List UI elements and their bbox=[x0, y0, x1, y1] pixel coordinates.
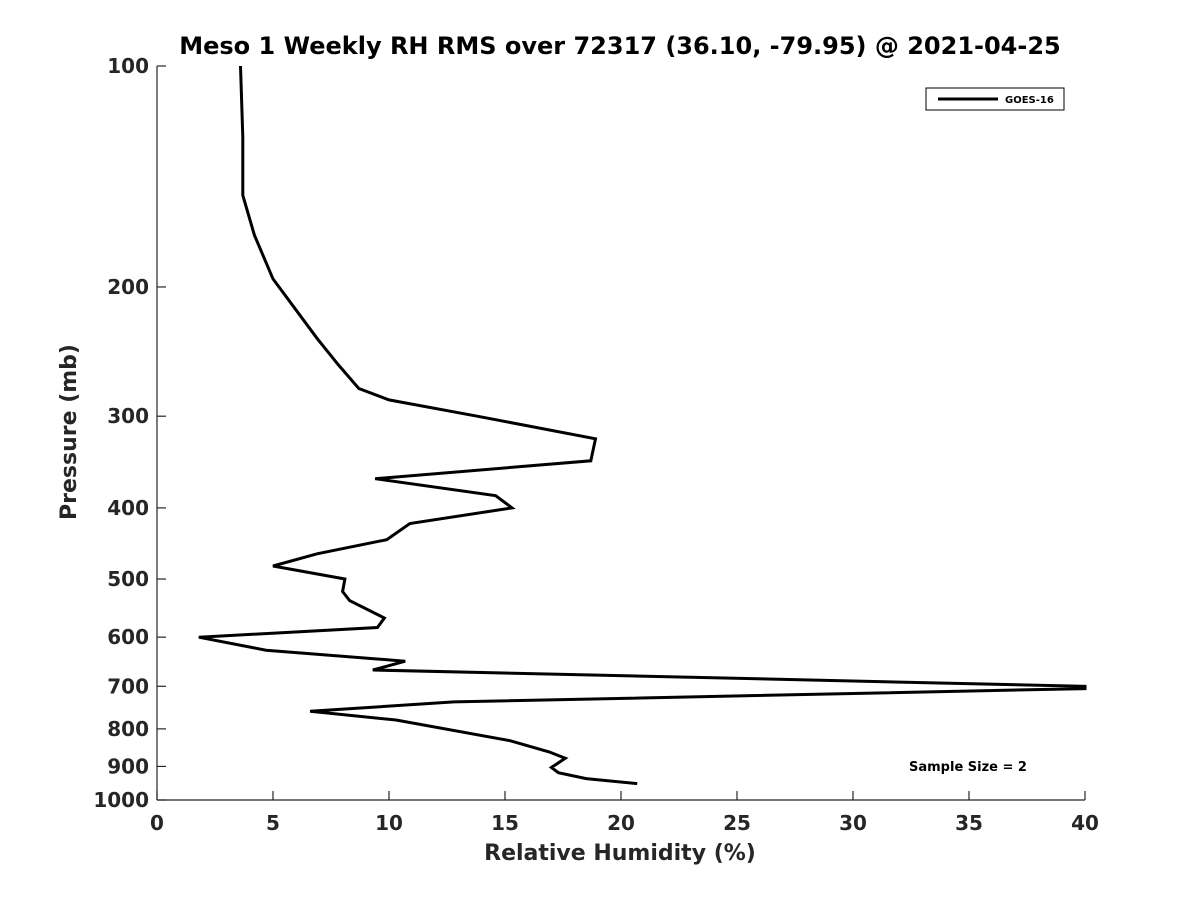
series-group bbox=[198, 65, 1087, 786]
y-tick-label: 100 bbox=[107, 54, 149, 78]
x-axis: 0 5 10 15 20 25 30 35 40 bbox=[150, 791, 1099, 835]
y-tick-label: 600 bbox=[107, 625, 149, 649]
y-tick-label: 800 bbox=[107, 717, 149, 741]
x-tick-label: 35 bbox=[955, 811, 983, 835]
x-tick-label: 30 bbox=[839, 811, 867, 835]
y-tick-label: 1000 bbox=[93, 788, 149, 812]
chart-title: Meso 1 Weekly RH RMS over 72317 (36.10, … bbox=[179, 32, 1061, 60]
x-axis-label: Relative Humidity (%) bbox=[484, 841, 756, 866]
y-tick-label: 900 bbox=[107, 754, 149, 778]
x-tick-label: 15 bbox=[491, 811, 519, 835]
y-tick-label: 400 bbox=[107, 496, 149, 520]
y-tick-label: 200 bbox=[107, 275, 149, 299]
x-tick-label: 0 bbox=[150, 811, 164, 835]
plot-area bbox=[156, 66, 1085, 801]
y-tick-label: 700 bbox=[107, 674, 149, 698]
x-tick-label: 25 bbox=[723, 811, 751, 835]
y-axis: 100 200 300 400 500 600 700 800 900 1000 bbox=[93, 54, 166, 812]
x-tick-label: 20 bbox=[607, 811, 635, 835]
sample-size-annotation: Sample Size = 2 bbox=[909, 760, 1027, 775]
series-line-goes16 bbox=[198, 65, 1087, 786]
x-tick-label: 10 bbox=[375, 811, 403, 835]
legend: GOES-16 bbox=[925, 87, 1065, 111]
y-tick-label: 500 bbox=[107, 567, 149, 591]
x-tick-label: 5 bbox=[266, 811, 280, 835]
legend-label-goes16: GOES-16 bbox=[1005, 95, 1054, 106]
y-tick-label: 300 bbox=[107, 404, 149, 428]
x-tick-label: 40 bbox=[1071, 811, 1099, 835]
y-axis-label: Pressure (mb) bbox=[57, 344, 82, 520]
